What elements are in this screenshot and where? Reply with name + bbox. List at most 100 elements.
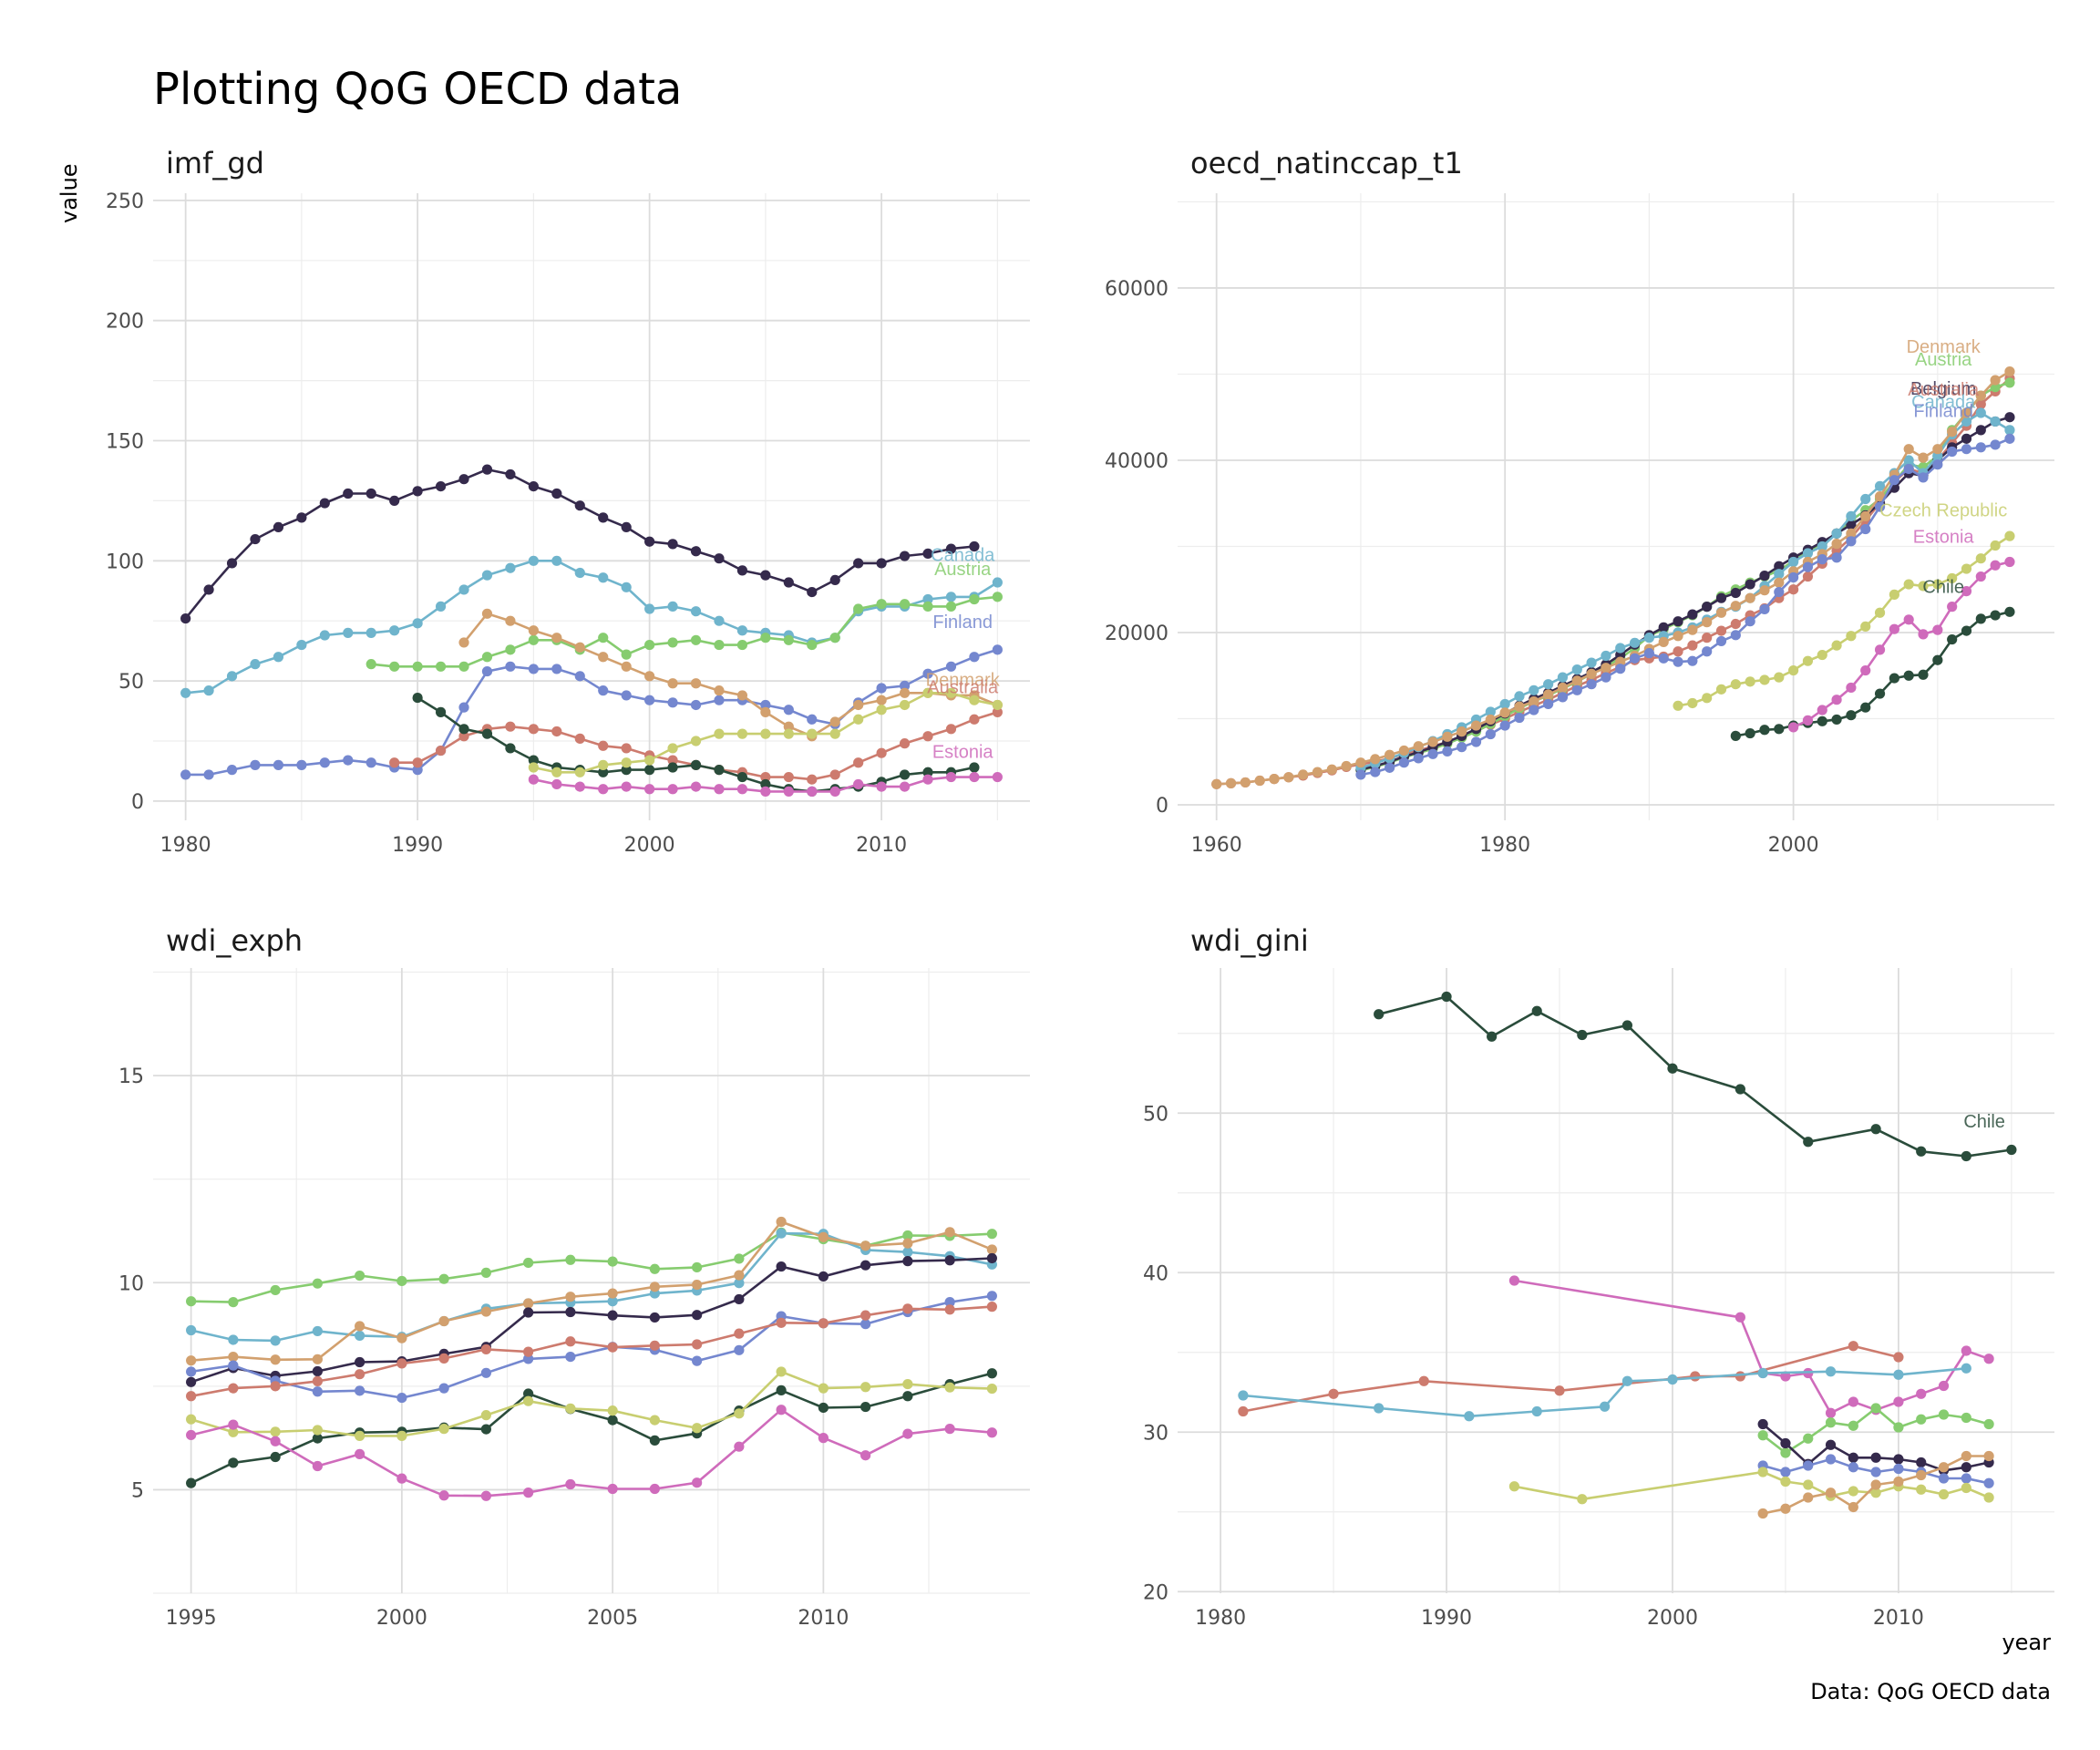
series-line [190,1231,993,1303]
data-point [1846,631,1857,642]
data-point [598,759,609,770]
data-point [818,1231,829,1242]
data-point [1932,624,1943,635]
data-point [667,743,678,754]
data-point [186,1376,197,1387]
data-point [860,1240,871,1251]
data-point [226,765,238,776]
series-line [184,468,975,620]
data-point [250,659,261,670]
data-point [396,1358,407,1369]
data-point [396,1333,407,1343]
data-point [312,1425,323,1436]
data-point [343,627,354,638]
series-line [190,1305,993,1398]
data-point [1961,586,1972,597]
series-line [1378,995,2012,1158]
y-tick-label: 5 [131,1479,144,1502]
data-point [1870,1403,1881,1414]
data-point [714,765,725,776]
data-point [714,695,725,705]
series-line [190,1408,993,1498]
data-point [1621,1375,1632,1386]
data-point [551,633,562,643]
data-point [458,474,469,485]
data-point [986,1244,997,1255]
series-denmark [1211,366,2015,789]
data-point [714,728,725,739]
data-point [818,1271,829,1282]
data-point [1774,569,1785,580]
data-point [1730,679,1741,690]
data-point [760,771,771,783]
data-point [776,1228,787,1239]
data-point [528,625,539,636]
data-point [480,1367,491,1378]
series-denmark [1757,1450,1994,1519]
data-point [667,762,678,773]
data-point [1615,643,1626,654]
data-point [986,1291,997,1302]
data-point [1903,579,1914,590]
data-point [1961,1363,1971,1374]
data-point [2004,412,2015,423]
data-point [565,1403,576,1414]
data-point [690,606,702,617]
data-point [1803,1479,1814,1490]
data-point [1499,698,1510,710]
data-point [1586,668,1597,679]
data-point [1745,727,1755,739]
data-point [969,652,980,663]
data-point [296,639,307,651]
data-point [355,1356,365,1368]
data-point [505,721,516,732]
data-point [1529,695,1539,707]
data-point [776,1366,787,1377]
data-point [1543,679,1554,690]
data-point [228,1334,239,1345]
data-point [714,553,725,564]
data-point [319,498,330,509]
data-point [480,1306,491,1317]
data-point [551,778,562,790]
data-point [1831,528,1842,539]
data-point [551,726,562,737]
data-point [899,699,911,711]
data-point [829,769,840,780]
panel-oecd-natinccap-t1: 1960 1980 20000200004000060000DenmarkAustr… [1105,193,2054,857]
data-point [902,1256,913,1267]
data-point [902,1247,913,1258]
data-point [312,1375,323,1386]
data-point [1735,1084,1745,1095]
series-chile [1730,606,2015,741]
data-point [228,1351,239,1363]
data-point [734,1253,745,1264]
series-estonia [186,1405,997,1501]
data-point [1874,480,1886,491]
data-point [1326,764,1337,775]
series-denmark [186,1216,997,1366]
series-canada [180,555,1003,698]
data-point [736,690,748,701]
series-label-finland: Finland [1913,402,1973,422]
data-point [1780,1437,1791,1449]
data-point [1745,676,1755,687]
data-point [760,699,771,711]
data-point [1730,618,1741,630]
data-point [1870,1479,1881,1490]
data-point [736,771,748,783]
data-point [1846,710,1857,721]
series-label-belgium: Belgium [1910,379,1976,399]
data-point [736,625,748,636]
data-point [760,633,771,643]
data-point [1499,720,1510,731]
data-point [690,736,702,746]
data-point [1848,1501,1858,1513]
data-point [1586,657,1597,668]
y-tick-label: 40 [1143,1262,1168,1285]
series-austria [1355,377,2015,776]
data-point [1464,1411,1475,1422]
data-point [644,695,655,705]
series-label-austria: Austria [1915,350,1972,370]
data-point [505,468,516,480]
